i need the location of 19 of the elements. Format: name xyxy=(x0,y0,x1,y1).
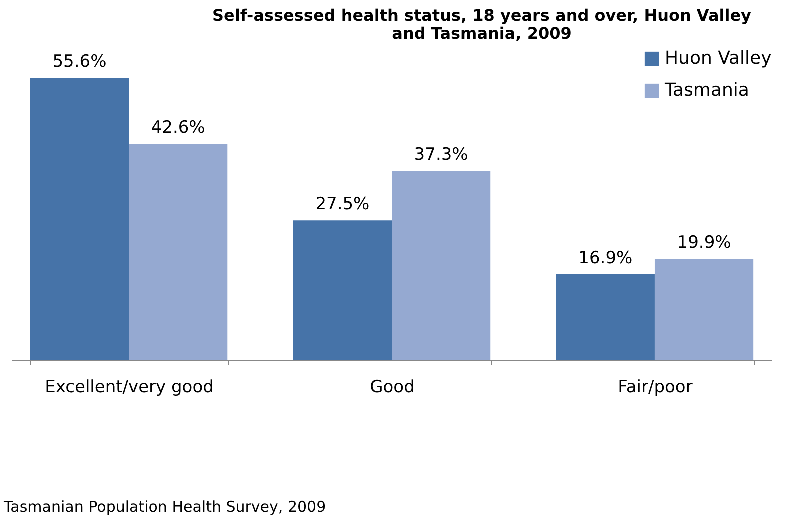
chart-title: Self-assessed health status, 18 years and over, Huon Valley and Tasmania, 2009 xyxy=(212,6,752,43)
x-tick-label: Good xyxy=(370,378,415,398)
data-label: 19.9% xyxy=(677,233,732,254)
legend-label: Huon Valley xyxy=(665,48,772,69)
data-label: 55.6% xyxy=(52,52,107,72)
bar xyxy=(392,170,491,360)
x-tick-label: Excellent/very good xyxy=(45,378,214,398)
bar xyxy=(30,78,130,360)
legend-label: Tasmania xyxy=(664,80,750,101)
bar xyxy=(654,259,754,360)
data-label: 27.5% xyxy=(316,194,370,215)
text: Tasmanian Population Health Survey, 2009 xyxy=(4,498,326,516)
x-tick-label: Fair/poor xyxy=(618,378,693,398)
bar xyxy=(556,274,655,360)
data-label: 37.3% xyxy=(414,144,468,165)
bar xyxy=(293,220,392,360)
data-label: 16.9% xyxy=(578,248,633,268)
data-label: 42.6% xyxy=(151,118,206,138)
bar xyxy=(129,144,228,360)
